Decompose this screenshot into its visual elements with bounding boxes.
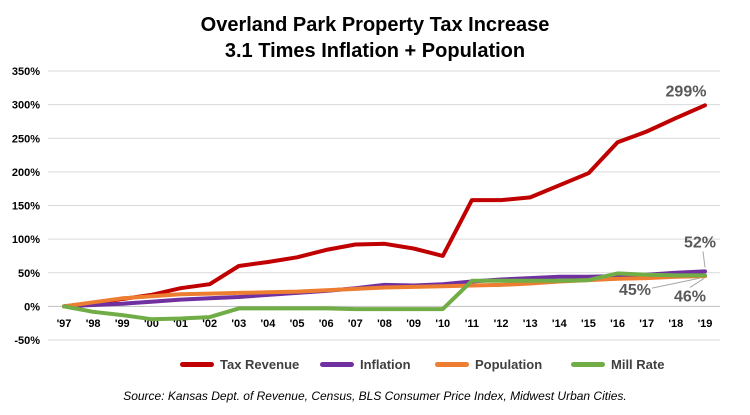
legend-swatch [571,361,605,367]
legend-item-inflation: Inflation [320,354,411,374]
y-tick-label: 0% [24,301,40,313]
chart-legend: Tax Revenue Inflation Population Mill Ra… [0,354,750,378]
x-tick-label: '18 [668,318,683,330]
annotation-leader-line [651,277,701,289]
x-tick-label: '97 [57,318,72,330]
legend-swatch [320,361,354,367]
x-tick-label: '17 [639,318,654,330]
y-tick-label: 150% [12,201,40,213]
legend-label: Tax Revenue [220,356,300,372]
legend-item-mill-rate: Mill Rate [571,354,664,374]
y-tick-label: 200% [12,167,40,179]
x-tick-label: '08 [377,318,392,330]
x-tick-label: '12 [494,318,509,330]
annotation-label: 52% [684,234,716,251]
x-tick-label: '11 [465,318,479,330]
x-tick-label: '19 [698,318,713,330]
annotation-label: 46% [674,288,706,305]
x-tick-label: '01 [173,318,188,330]
x-tick-label: '09 [406,318,421,330]
x-tick-label: '99 [115,318,130,330]
x-tick-label: '14 [552,318,568,330]
source-note: Source: Kansas Dept. of Revenue, Census,… [123,389,627,403]
legend-item-population: Population [435,354,542,374]
y-tick-label: 50% [18,268,40,280]
y-tick-label: 300% [12,100,40,112]
y-tick-label: 350% [12,66,40,78]
x-tick-label: '16 [610,318,625,330]
legend-label: Mill Rate [611,356,665,372]
x-tick-label: '10 [435,318,450,330]
x-tick-label: '98 [86,318,101,330]
annotation-leader-line [702,251,706,268]
x-tick-label: '04 [261,318,277,330]
chart-title: Overland Park Property Tax Increase [200,14,550,36]
legend-item-tax-revenue: Tax Revenue [180,354,299,374]
y-tick-label: 100% [12,234,40,246]
y-tick-label: -50% [14,335,40,347]
annotation-label: 45% [619,282,651,299]
x-tick-label: '07 [348,318,363,330]
legend-label: Population [475,356,543,372]
x-tick-label: '06 [319,318,334,330]
series-line-mill-rate [62,271,707,322]
legend-label: Inflation [360,356,411,372]
x-tick-label: '02 [202,318,217,330]
series-line-tax-revenue [62,103,707,309]
annotation-leader-line [689,278,705,288]
legend-swatch [180,361,214,367]
x-tick-label: '05 [290,318,305,330]
annotation-label: 299% [666,83,707,100]
chart-subtitle: 3.1 Times Inflation + Population [224,40,526,62]
y-tick-label: 250% [12,133,40,145]
legend-swatch [435,361,469,367]
x-tick-label: '03 [231,318,246,330]
x-tick-label: '13 [523,318,538,330]
x-tick-label: '15 [581,318,596,330]
